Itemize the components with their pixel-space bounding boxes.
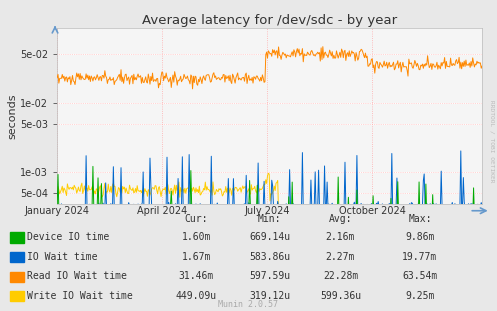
Text: Cur:: Cur: xyxy=(184,214,208,224)
Y-axis label: seconds: seconds xyxy=(7,93,17,139)
Text: 599.36u: 599.36u xyxy=(320,291,361,301)
Text: 2.27m: 2.27m xyxy=(326,252,355,262)
Text: 22.28m: 22.28m xyxy=(323,272,358,281)
Text: 669.14u: 669.14u xyxy=(249,232,290,242)
Text: RRDTOOL / TOBI OETIKER: RRDTOOL / TOBI OETIKER xyxy=(489,100,494,182)
Text: Device IO time: Device IO time xyxy=(27,232,109,242)
Text: 9.25m: 9.25m xyxy=(405,291,435,301)
Text: 597.59u: 597.59u xyxy=(249,272,290,281)
Title: Average latency for /dev/sdc - by year: Average latency for /dev/sdc - by year xyxy=(142,14,397,27)
Text: Munin 2.0.57: Munin 2.0.57 xyxy=(219,299,278,309)
Text: Read IO Wait time: Read IO Wait time xyxy=(27,272,127,281)
Text: 1.67m: 1.67m xyxy=(181,252,211,262)
Text: 63.54m: 63.54m xyxy=(403,272,437,281)
Text: 2.16m: 2.16m xyxy=(326,232,355,242)
Text: 19.77m: 19.77m xyxy=(403,252,437,262)
Text: Avg:: Avg: xyxy=(329,214,352,224)
Text: IO Wait time: IO Wait time xyxy=(27,252,97,262)
Text: Min:: Min: xyxy=(258,214,282,224)
Text: 583.86u: 583.86u xyxy=(249,252,290,262)
Text: 1.60m: 1.60m xyxy=(181,232,211,242)
Text: 449.09u: 449.09u xyxy=(176,291,217,301)
Text: 319.12u: 319.12u xyxy=(249,291,290,301)
Text: Max:: Max: xyxy=(408,214,432,224)
Text: 31.46m: 31.46m xyxy=(179,272,214,281)
Text: 9.86m: 9.86m xyxy=(405,232,435,242)
Text: Write IO Wait time: Write IO Wait time xyxy=(27,291,133,301)
